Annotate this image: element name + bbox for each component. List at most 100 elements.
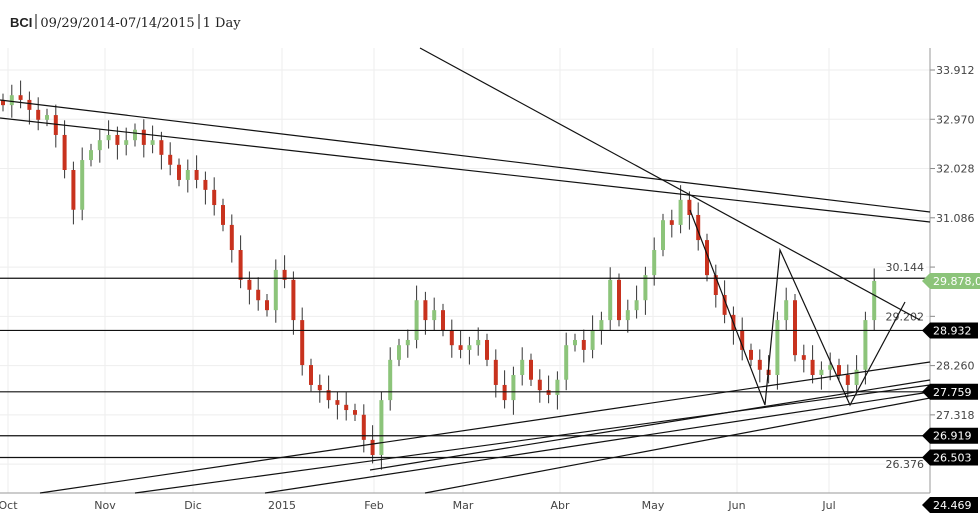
candle-body xyxy=(414,300,419,340)
candle-body xyxy=(458,345,463,350)
candle-body xyxy=(485,339,489,360)
level-tag-label: 26.503 xyxy=(933,451,972,464)
candle-body xyxy=(423,300,428,321)
candle-body xyxy=(529,359,533,380)
candle-body xyxy=(309,365,313,385)
candle-body xyxy=(221,205,225,225)
y-tick-label: 27.318 xyxy=(936,409,975,422)
candle-body xyxy=(828,365,833,370)
candle-body xyxy=(291,279,296,321)
candle-body xyxy=(256,289,261,301)
trend-line xyxy=(0,99,931,213)
candle-body xyxy=(511,375,516,401)
separator xyxy=(35,14,38,29)
candle-body xyxy=(203,179,208,190)
level-tag xyxy=(922,449,978,466)
x-tick-label: Jun xyxy=(727,499,745,512)
candle-body xyxy=(80,160,85,210)
candle-body xyxy=(863,320,868,370)
candle-body xyxy=(634,300,639,311)
level-tag-label: 28.932 xyxy=(933,324,972,337)
candle-body xyxy=(476,339,481,346)
candle-body xyxy=(713,275,718,295)
candle-body xyxy=(388,359,393,401)
candle-body xyxy=(9,95,14,106)
candle-body xyxy=(810,359,815,376)
interval: 1 Day xyxy=(202,16,241,31)
y-tick-label-bg xyxy=(886,260,926,275)
candle-body xyxy=(661,220,665,251)
candle-body xyxy=(643,275,648,301)
candle-body xyxy=(335,400,340,405)
symbol: BCI xyxy=(10,15,33,30)
x-tick-label: 2015 xyxy=(268,499,296,512)
candle-body xyxy=(502,384,507,401)
candle-body xyxy=(45,115,49,120)
x-tick-label: May xyxy=(642,499,665,512)
y-tick-label: 33.912 xyxy=(936,64,975,77)
level-tag-label: 26.919 xyxy=(933,430,972,443)
candle-body xyxy=(1,99,5,106)
level-tag xyxy=(922,383,978,400)
candle-body xyxy=(212,189,217,206)
trend-line xyxy=(134,384,931,494)
candle-body xyxy=(784,300,789,321)
candle-body xyxy=(669,220,674,225)
x-tick-label: Feb xyxy=(364,499,383,512)
candle-body xyxy=(106,134,111,141)
candle-body xyxy=(194,169,199,180)
chart-header: BCI 09/29/2014-07/14/2015 1 Day xyxy=(10,14,241,31)
candle-body xyxy=(361,414,366,440)
candle-body xyxy=(722,294,727,315)
candle-body xyxy=(740,330,745,350)
level-tag xyxy=(922,427,978,444)
candle-body xyxy=(546,390,551,395)
min-price-tag xyxy=(922,497,978,513)
candle-body xyxy=(115,134,120,145)
min-price-label: 24.469 xyxy=(933,499,972,512)
candle-body xyxy=(581,339,586,350)
candle-body xyxy=(520,359,525,376)
candle-body xyxy=(432,310,437,321)
candle-body xyxy=(555,379,560,395)
candle-body xyxy=(687,199,692,215)
candle-body xyxy=(185,169,190,180)
candle-body xyxy=(159,140,164,155)
candle-body xyxy=(819,369,824,376)
candle-body xyxy=(449,330,454,346)
y-tick-label: 31.086 xyxy=(936,212,975,225)
candle-body xyxy=(749,349,753,360)
candle-body xyxy=(124,140,129,145)
candle-body xyxy=(537,379,542,391)
candle-body xyxy=(150,140,155,145)
y-tick-label: 32.970 xyxy=(936,113,975,126)
candle-body xyxy=(652,250,657,276)
pattern-line xyxy=(689,209,906,407)
candle-body xyxy=(247,279,252,290)
candle-body xyxy=(696,214,701,241)
candle-body xyxy=(36,109,41,120)
x-tick-label: Nov xyxy=(94,499,116,512)
candle-body xyxy=(493,359,498,385)
trend-line xyxy=(0,117,931,223)
candle-body xyxy=(238,250,243,280)
candle-body xyxy=(18,95,23,100)
candle-body xyxy=(625,310,630,321)
candle-body xyxy=(564,345,569,380)
candle-body xyxy=(62,134,67,170)
date-range: 09/29/2014-07/14/2015 xyxy=(40,16,195,31)
candle-body xyxy=(599,320,604,331)
x-tick-label: Dic xyxy=(184,499,202,512)
candle-body xyxy=(273,269,278,311)
candle-body xyxy=(405,339,410,346)
candle-body xyxy=(370,439,375,456)
trend-line xyxy=(264,391,931,494)
x-tick-label: Jul xyxy=(821,499,835,512)
level-tag-label: 27.759 xyxy=(933,386,972,399)
candle-body xyxy=(344,404,349,411)
y-tick-label: 28.260 xyxy=(936,360,975,373)
level-tag xyxy=(922,322,978,339)
y-tick-label: 30.144 xyxy=(886,261,925,274)
candle-body xyxy=(326,390,331,401)
